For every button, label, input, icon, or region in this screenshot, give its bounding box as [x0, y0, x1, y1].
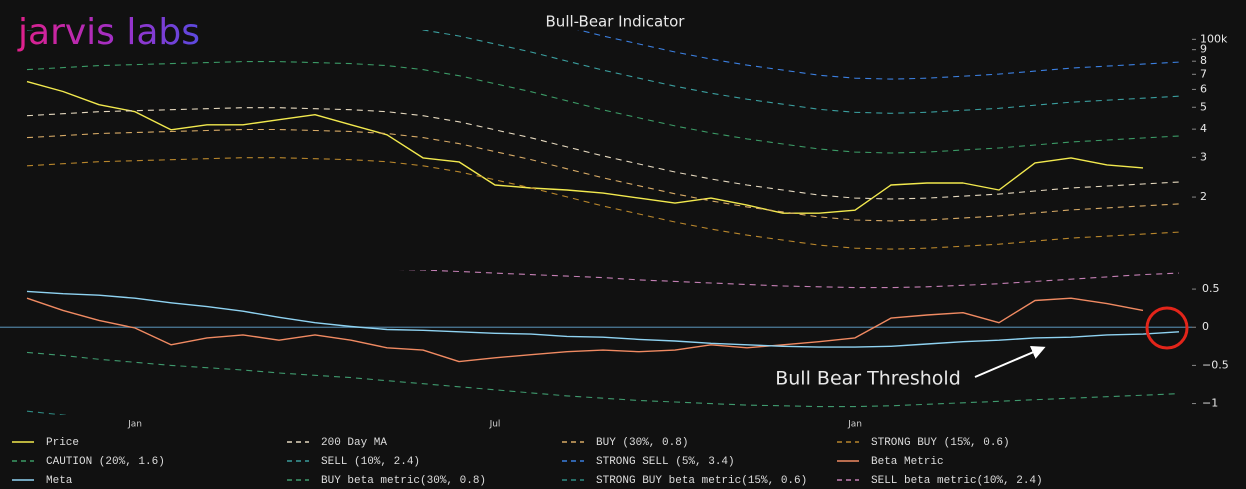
chart-title: Bull-Bear Indicator	[546, 13, 686, 31]
legend-label: Price	[46, 437, 79, 449]
series-line	[27, 30, 1180, 114]
y-tick-label: 7	[1200, 67, 1207, 80]
series-line	[26, 297, 1144, 363]
series-line	[26, 80, 1144, 214]
legend: Price 200 Day MA BUY (30%, 0.8) STRONG BUY …	[12, 437, 1043, 487]
y-tick-label: 8	[1200, 54, 1207, 67]
price-panel	[26, 30, 1180, 250]
y-tick-label: 100k	[1200, 32, 1228, 45]
series-line	[26, 351, 1180, 408]
y-tick-label: 2	[1200, 190, 1207, 203]
highlight-circle	[1145, 306, 1189, 350]
y2-tick-label: −1	[1202, 397, 1218, 410]
x-tick-label: Jan	[127, 420, 142, 430]
y-tick-label: 6	[1200, 82, 1207, 95]
legend-label: SELL beta metric(10%, 2.4)	[871, 475, 1043, 487]
annotation: Bull Bear Threshold	[775, 306, 1189, 390]
y-tick-label: 3	[1200, 150, 1207, 163]
series-line	[577, 30, 1180, 80]
legend-label: BUY beta metric(30%, 0.8)	[321, 475, 486, 487]
y2-tick-label: 0	[1202, 320, 1209, 333]
legend-label: CAUTION (20%, 1.6)	[46, 456, 165, 468]
series-line	[26, 107, 1180, 200]
series-line	[26, 61, 1180, 154]
legend-label: STRONG SELL (5%, 3.4)	[596, 456, 735, 468]
legend-label: STRONG BUY beta metric(15%, 0.6)	[596, 475, 807, 487]
x-tick-label: Jan	[847, 420, 862, 430]
legend-label: BUY (30%, 0.8)	[596, 437, 688, 449]
y2-tick-label: −0.5	[1202, 358, 1229, 371]
beta-panel	[0, 270, 1192, 415]
legend-label: STRONG BUY (15%, 0.6)	[871, 437, 1010, 449]
series-line	[398, 270, 1180, 289]
series-line	[26, 128, 1180, 222]
series-line	[26, 290, 1180, 348]
legend-label: Beta Metric	[871, 456, 944, 468]
annotation-arrow	[974, 345, 1046, 378]
legend-label: Meta	[46, 475, 73, 487]
legend-label: 200 Day MA	[321, 437, 387, 449]
y-tick-label: 5	[1200, 100, 1207, 113]
legend-label: SELL (10%, 2.4)	[321, 456, 420, 468]
y-tick-label: 9	[1200, 43, 1207, 56]
x-tick-label: Jul	[489, 420, 501, 430]
annotation-text: Bull Bear Threshold	[775, 368, 961, 390]
logo: jarvis labs	[17, 12, 200, 53]
y2-tick-label: 0.5	[1202, 282, 1220, 295]
series-line	[26, 157, 1180, 250]
y-tick-label: 4	[1200, 122, 1207, 135]
